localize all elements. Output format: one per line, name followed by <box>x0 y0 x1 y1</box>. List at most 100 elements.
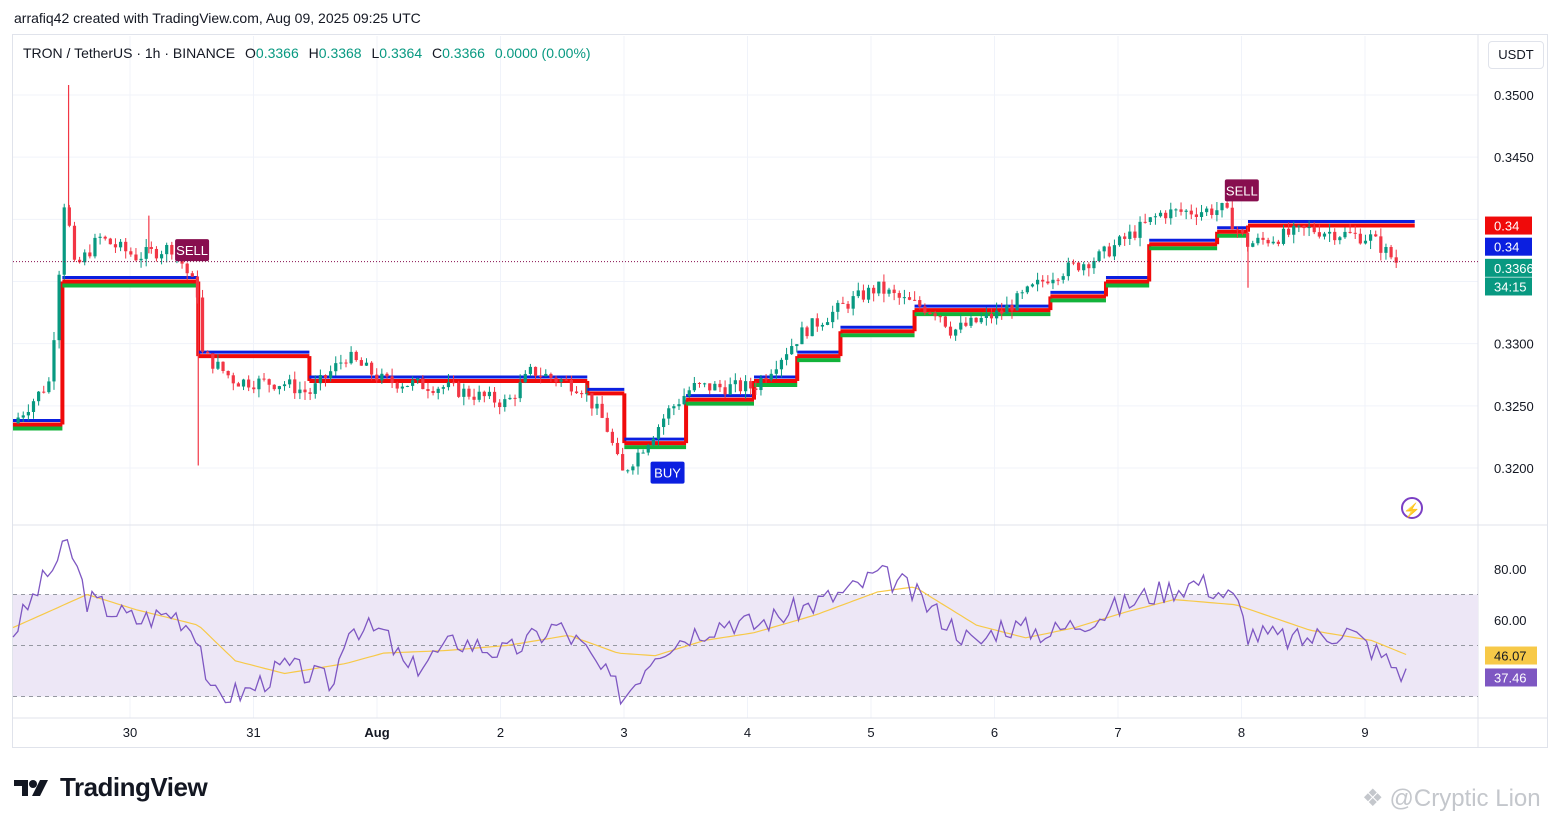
candle-body <box>656 427 661 439</box>
candle-body <box>318 375 322 384</box>
signal-labels: SELL BUY SELL <box>175 179 1259 484</box>
candle-body <box>1205 208 1209 213</box>
change-value: 0.0000 (0.00%) <box>494 45 591 61</box>
candle-body <box>790 346 794 355</box>
candle-body <box>37 391 41 402</box>
tradingview-logo[interactable]: TradingView <box>14 772 208 803</box>
symbol-name[interactable]: TRON / TetherUS · 1h · BINANCE <box>23 45 236 61</box>
candle-body <box>1128 231 1132 239</box>
candle-body <box>487 391 492 397</box>
candle-body <box>503 399 507 408</box>
candle-body <box>887 289 891 294</box>
candle-body <box>682 395 686 405</box>
chart-frame <box>12 34 1548 748</box>
candle-body <box>149 247 153 249</box>
candle-body <box>518 382 522 399</box>
candle-body <box>1246 232 1250 247</box>
candle-body <box>1030 284 1035 287</box>
candle-body <box>329 371 333 379</box>
candle-body <box>523 373 527 383</box>
price-tag <box>1485 216 1532 235</box>
candle-body <box>1343 231 1347 238</box>
candle-body <box>288 379 292 385</box>
rsi-tick-label: 80.00 <box>1494 562 1527 577</box>
candle-body <box>67 207 71 226</box>
candle-body <box>1051 279 1055 284</box>
candle-body <box>1153 216 1158 218</box>
candle-body <box>416 378 420 381</box>
candle-body <box>1230 207 1234 230</box>
candle-body <box>1199 212 1204 217</box>
candle-body <box>1256 237 1260 244</box>
candle-body <box>1123 236 1127 239</box>
candle-body <box>334 363 338 372</box>
candle-body <box>1041 279 1045 282</box>
watermark-text: @Cryptic Lion <box>1389 784 1541 812</box>
candle-body <box>492 391 497 403</box>
candle-body <box>31 401 36 412</box>
candle-body <box>436 388 440 393</box>
sell-signal-label <box>175 239 210 262</box>
candle-body <box>1297 225 1301 227</box>
candle-body <box>390 376 394 384</box>
candle-body <box>784 354 789 360</box>
chart-attribution: arrafiq42 created with TradingView.com, … <box>14 10 421 26</box>
signal-text: BUY <box>654 466 681 481</box>
candle-body <box>692 383 696 391</box>
candle-body <box>933 313 937 317</box>
candle-body <box>144 247 148 259</box>
candle-body <box>1384 246 1388 253</box>
candle-body <box>697 383 702 385</box>
candle-body <box>124 241 128 252</box>
candle-body <box>1261 237 1265 240</box>
candle-body <box>815 318 819 327</box>
candle-body <box>1112 245 1117 257</box>
time-tick-label: Aug <box>364 725 389 740</box>
candle-body <box>1133 231 1137 238</box>
candle-body <box>795 344 799 347</box>
candle-body <box>728 384 732 395</box>
candle-body <box>77 259 82 263</box>
candle-body <box>1107 246 1111 257</box>
candle-body <box>825 322 830 325</box>
candle-body <box>303 389 307 393</box>
candle-body <box>533 366 538 377</box>
symbol-legend[interactable]: TRON / TetherUS · 1h · BINANCE O0.3366 H… <box>23 45 591 61</box>
signal-text: SELL <box>1226 183 1258 198</box>
candle-body <box>1189 210 1193 215</box>
candle-body <box>354 351 358 361</box>
candle-body <box>508 397 512 400</box>
candle-body <box>1169 209 1173 219</box>
candle-body <box>375 374 379 381</box>
candle-body <box>52 340 56 382</box>
candle-body <box>959 322 963 330</box>
candle-body <box>1322 233 1327 237</box>
candle-body <box>718 383 722 388</box>
candle-body <box>615 442 620 455</box>
candle-body <box>477 391 481 400</box>
price-tick-label: 0.3450 <box>1494 150 1534 165</box>
candle-body <box>646 445 650 453</box>
lightning-icon[interactable]: ⚡ <box>1401 497 1423 519</box>
candle-body <box>846 303 850 309</box>
candle-body <box>1307 226 1311 229</box>
candle-body <box>236 383 241 387</box>
candle-body <box>323 375 328 379</box>
candle-body <box>1194 214 1199 217</box>
candle-body <box>764 377 768 380</box>
candle-body <box>472 396 476 400</box>
currency-button[interactable]: USDT <box>1488 41 1544 69</box>
candle-body <box>1015 293 1019 311</box>
candle-body <box>308 392 312 394</box>
candle-body <box>1158 212 1163 217</box>
candle-body <box>1148 217 1152 223</box>
candle-body <box>913 299 917 301</box>
candle-body <box>1266 239 1270 244</box>
time-tick-label: 8 <box>1238 725 1245 740</box>
candle-body <box>103 236 107 239</box>
candle-body <box>1076 262 1081 271</box>
candle-body <box>820 324 825 327</box>
candle-body <box>585 393 589 395</box>
candle-body <box>774 369 778 374</box>
